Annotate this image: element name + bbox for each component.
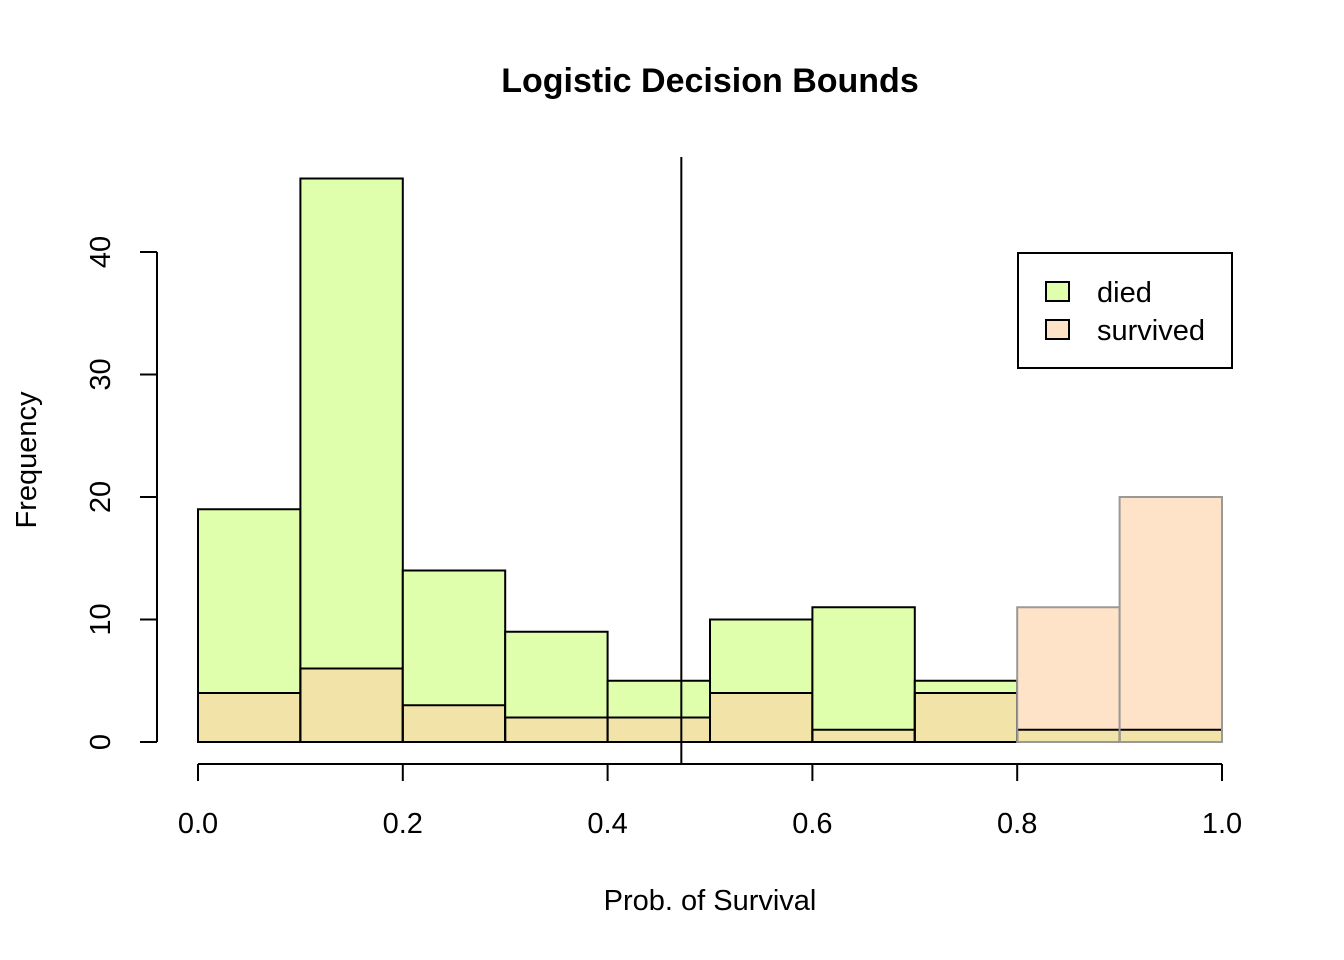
x-axis-label: Prob. of Survival (604, 885, 817, 917)
bar-died-3 (505, 631, 608, 718)
legend: died survived (1017, 252, 1233, 369)
bar-died-6 (812, 607, 915, 730)
bar-overlap-5 (710, 693, 813, 742)
bar-overlap-6 (812, 729, 915, 742)
bar-overlap-8 (1017, 729, 1120, 742)
legend-label-died: died (1097, 277, 1152, 309)
bar-survived-8 (1017, 607, 1120, 730)
bar-overlap-0 (198, 693, 301, 742)
x-tick-label: 0.4 (587, 808, 627, 840)
y-tick-label: 20 (85, 481, 117, 513)
bar-died-0 (198, 509, 301, 693)
x-tick-label: 0.8 (997, 808, 1037, 840)
x-tick-label: 0.6 (792, 808, 832, 840)
bar-overlap-2 (402, 705, 506, 742)
bars-group (197, 177, 1223, 743)
bar-survived-9 (1119, 497, 1222, 730)
legend-swatch-survived (1045, 319, 1070, 340)
bar-overlap-3 (505, 717, 608, 742)
y-tick-label: 0 (85, 734, 117, 750)
bar-died-2 (402, 570, 506, 706)
y-tick-label: 10 (85, 603, 117, 635)
bar-died-4 (607, 680, 710, 718)
y-axis-label: Frequency (11, 391, 43, 529)
legend-swatch-died (1045, 281, 1070, 302)
bar-overlap-9 (1119, 729, 1222, 742)
x-tick-label: 0.2 (383, 808, 423, 840)
bar-overlap-4 (607, 717, 710, 742)
chart-title: Logistic Decision Bounds (501, 62, 918, 100)
x-tick-label: 0.0 (178, 808, 218, 840)
bar-overlap-1 (300, 668, 403, 742)
bar-died-1 (300, 178, 403, 669)
x-tick-label: 1.0 (1202, 808, 1242, 840)
legend-label-survived: survived (1097, 315, 1205, 347)
x-axis: 0.0 0.2 0.4 0.6 0.8 1.0 (178, 763, 1242, 840)
bar-died-5 (710, 619, 813, 693)
y-tick-label: 40 (85, 236, 117, 268)
bar-outline-survived-9 (1118, 496, 1223, 743)
y-tick-label: 30 (85, 358, 117, 390)
y-axis: 0 10 20 30 40 (85, 236, 158, 750)
bar-died-7 (914, 680, 1018, 693)
bar-overlap-7 (914, 693, 1018, 742)
legend-box (1017, 252, 1233, 369)
